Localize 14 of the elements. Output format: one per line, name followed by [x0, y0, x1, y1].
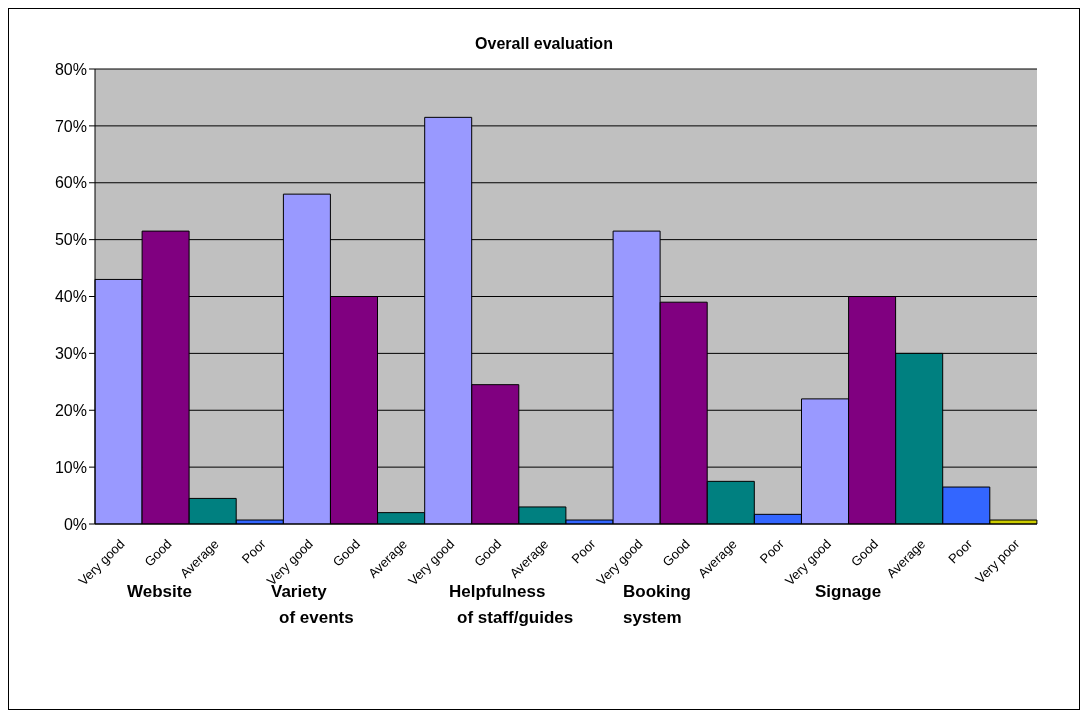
- chart-title: Overall evaluation: [474, 35, 614, 53]
- text: Booking system: [623, 581, 691, 629]
- y-tick-label: 60%: [54, 174, 87, 192]
- y-tick-label: 30%: [54, 345, 87, 363]
- y-tick-label: 0%: [63, 515, 87, 533]
- y-tick-label: 50%: [54, 231, 87, 249]
- text: Helpfulness of staff/guides: [449, 581, 574, 629]
- y-tick-label: 40%: [54, 288, 87, 306]
- y-tick-label: 70%: [54, 117, 87, 135]
- text: Website: [127, 581, 192, 603]
- y-tick-label: 20%: [54, 401, 87, 419]
- y-tick-label: 80%: [54, 60, 87, 78]
- text: Signage: [815, 581, 882, 603]
- y-tick-label: 10%: [54, 458, 87, 476]
